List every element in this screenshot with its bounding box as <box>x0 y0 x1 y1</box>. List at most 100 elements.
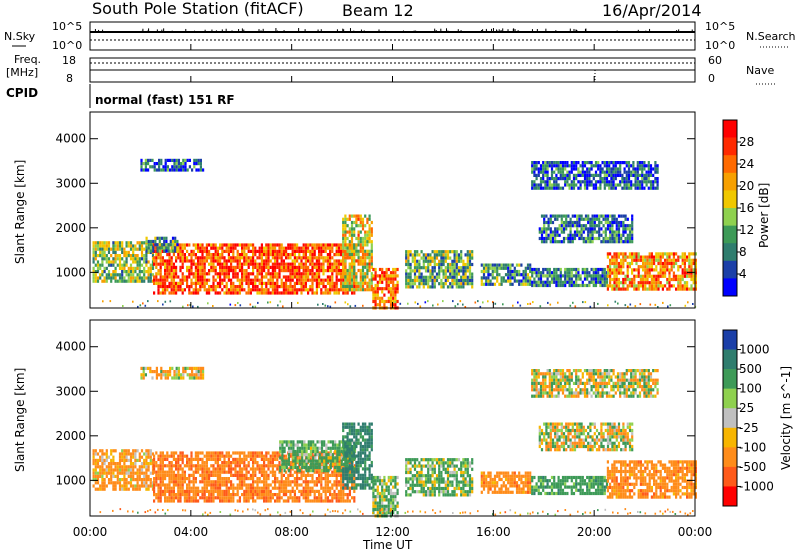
heatmap-cell <box>652 186 655 190</box>
heatmap-cell <box>444 272 447 276</box>
heatmap-cell <box>424 269 428 273</box>
heatmap-cell <box>296 496 299 500</box>
heatmap-cell <box>633 258 636 262</box>
heatmap-cell <box>364 256 367 260</box>
heatmap-cell <box>686 274 689 278</box>
heatmap-cell <box>183 454 186 458</box>
heatmap-cell <box>675 252 678 256</box>
heatmap-cell <box>177 253 180 257</box>
heatmap-cell <box>170 272 173 276</box>
heatmap-cell <box>153 165 156 169</box>
heatmap-cell <box>372 277 375 281</box>
heatmap-cell <box>449 269 452 273</box>
heatmap-cell <box>278 483 281 487</box>
heatmap-cell <box>247 278 250 282</box>
heatmap-cell <box>252 253 255 257</box>
heatmap-cell <box>570 164 573 168</box>
heatmap-cell <box>613 268 616 272</box>
heatmap-cell <box>335 281 338 285</box>
heatmap-cell <box>263 473 266 477</box>
heatmap-cell <box>440 253 443 257</box>
heatmap-cell <box>322 285 325 289</box>
heatmap-cell <box>156 236 159 240</box>
heatmap-cell <box>642 284 645 288</box>
heatmap-cell <box>216 249 219 253</box>
heatmap-cell <box>157 278 160 282</box>
heatmap-cell <box>641 183 644 187</box>
heatmap-cell <box>276 467 279 471</box>
heatmap-cell <box>192 483 195 487</box>
heatmap-cell <box>289 470 292 474</box>
heatmap-cell <box>232 256 235 260</box>
heatmap-cell <box>561 161 565 165</box>
heatmap-cell <box>265 256 268 260</box>
heatmap-cell <box>225 483 228 487</box>
heatmap-cell <box>631 268 634 272</box>
heatmap-cell <box>422 266 425 270</box>
heatmap-cell <box>625 183 628 187</box>
heatmap-cell <box>219 457 222 461</box>
heatmap-cell <box>531 180 534 184</box>
heatmap-cell <box>344 224 347 228</box>
heatmap-cell <box>627 186 631 190</box>
heatmap-cell <box>142 302 144 305</box>
heatmap-cell <box>353 281 356 285</box>
heatmap-cell <box>322 249 325 253</box>
heatmap-cell <box>149 452 152 456</box>
heatmap-cell <box>581 267 584 272</box>
heatmap-cell <box>125 458 128 462</box>
heatmap-cell <box>186 499 189 503</box>
heatmap-cell <box>340 275 343 279</box>
heatmap-cell <box>451 269 454 273</box>
heatmap-cell <box>387 277 390 281</box>
heatmap-cell <box>614 164 617 168</box>
heatmap-cell <box>203 499 206 503</box>
heatmap-cell <box>340 262 343 266</box>
heatmap-cell <box>346 256 349 260</box>
heatmap-cell <box>644 277 647 282</box>
heatmap-cell <box>175 480 178 484</box>
heatmap-cell <box>627 170 631 174</box>
heatmap-cell <box>127 276 130 280</box>
heatmap-cell <box>263 483 266 487</box>
heatmap-cell <box>462 278 465 283</box>
heatmap-cell <box>322 246 325 250</box>
heatmap-cell <box>664 265 667 269</box>
heatmap-cell <box>304 272 307 276</box>
heatmap-cell <box>344 265 347 269</box>
heatmap-cell <box>94 244 97 248</box>
heatmap-cell <box>590 183 593 187</box>
heatmap-cell <box>163 246 166 250</box>
heatmap-cell <box>620 268 623 272</box>
heatmap-cell <box>280 489 283 493</box>
heatmap-cell <box>608 170 611 174</box>
heatmap-cell <box>243 269 246 273</box>
heatmap-cell <box>543 214 546 218</box>
heatmap-cell <box>155 470 158 474</box>
heatmap-cell <box>337 259 340 263</box>
heatmap-cell <box>263 493 266 497</box>
heatmap-cell <box>159 278 162 282</box>
heatmap-cell <box>614 173 617 177</box>
heatmap-cell <box>349 305 352 308</box>
heatmap-cell <box>370 249 373 253</box>
heatmap-cell <box>219 470 222 474</box>
heatmap-cell <box>161 489 164 493</box>
heatmap-cell <box>197 499 200 503</box>
heatmap-cell <box>168 467 171 471</box>
heatmap-cell <box>550 170 554 174</box>
heatmap-cell <box>214 454 217 458</box>
heatmap-cell <box>168 265 171 269</box>
heatmap-cell <box>411 269 414 273</box>
heatmap-cell <box>205 499 208 503</box>
heatmap-cell <box>232 275 235 279</box>
heatmap-cell <box>201 253 204 257</box>
heatmap-cell <box>302 269 305 273</box>
heatmap-cell <box>175 158 178 162</box>
heatmap-cell <box>256 275 259 279</box>
heatmap-cell <box>619 183 622 187</box>
heatmap-cell <box>238 467 241 471</box>
heatmap-cell <box>442 253 445 257</box>
heatmap-cell <box>649 303 652 306</box>
heatmap-cell <box>603 186 606 190</box>
